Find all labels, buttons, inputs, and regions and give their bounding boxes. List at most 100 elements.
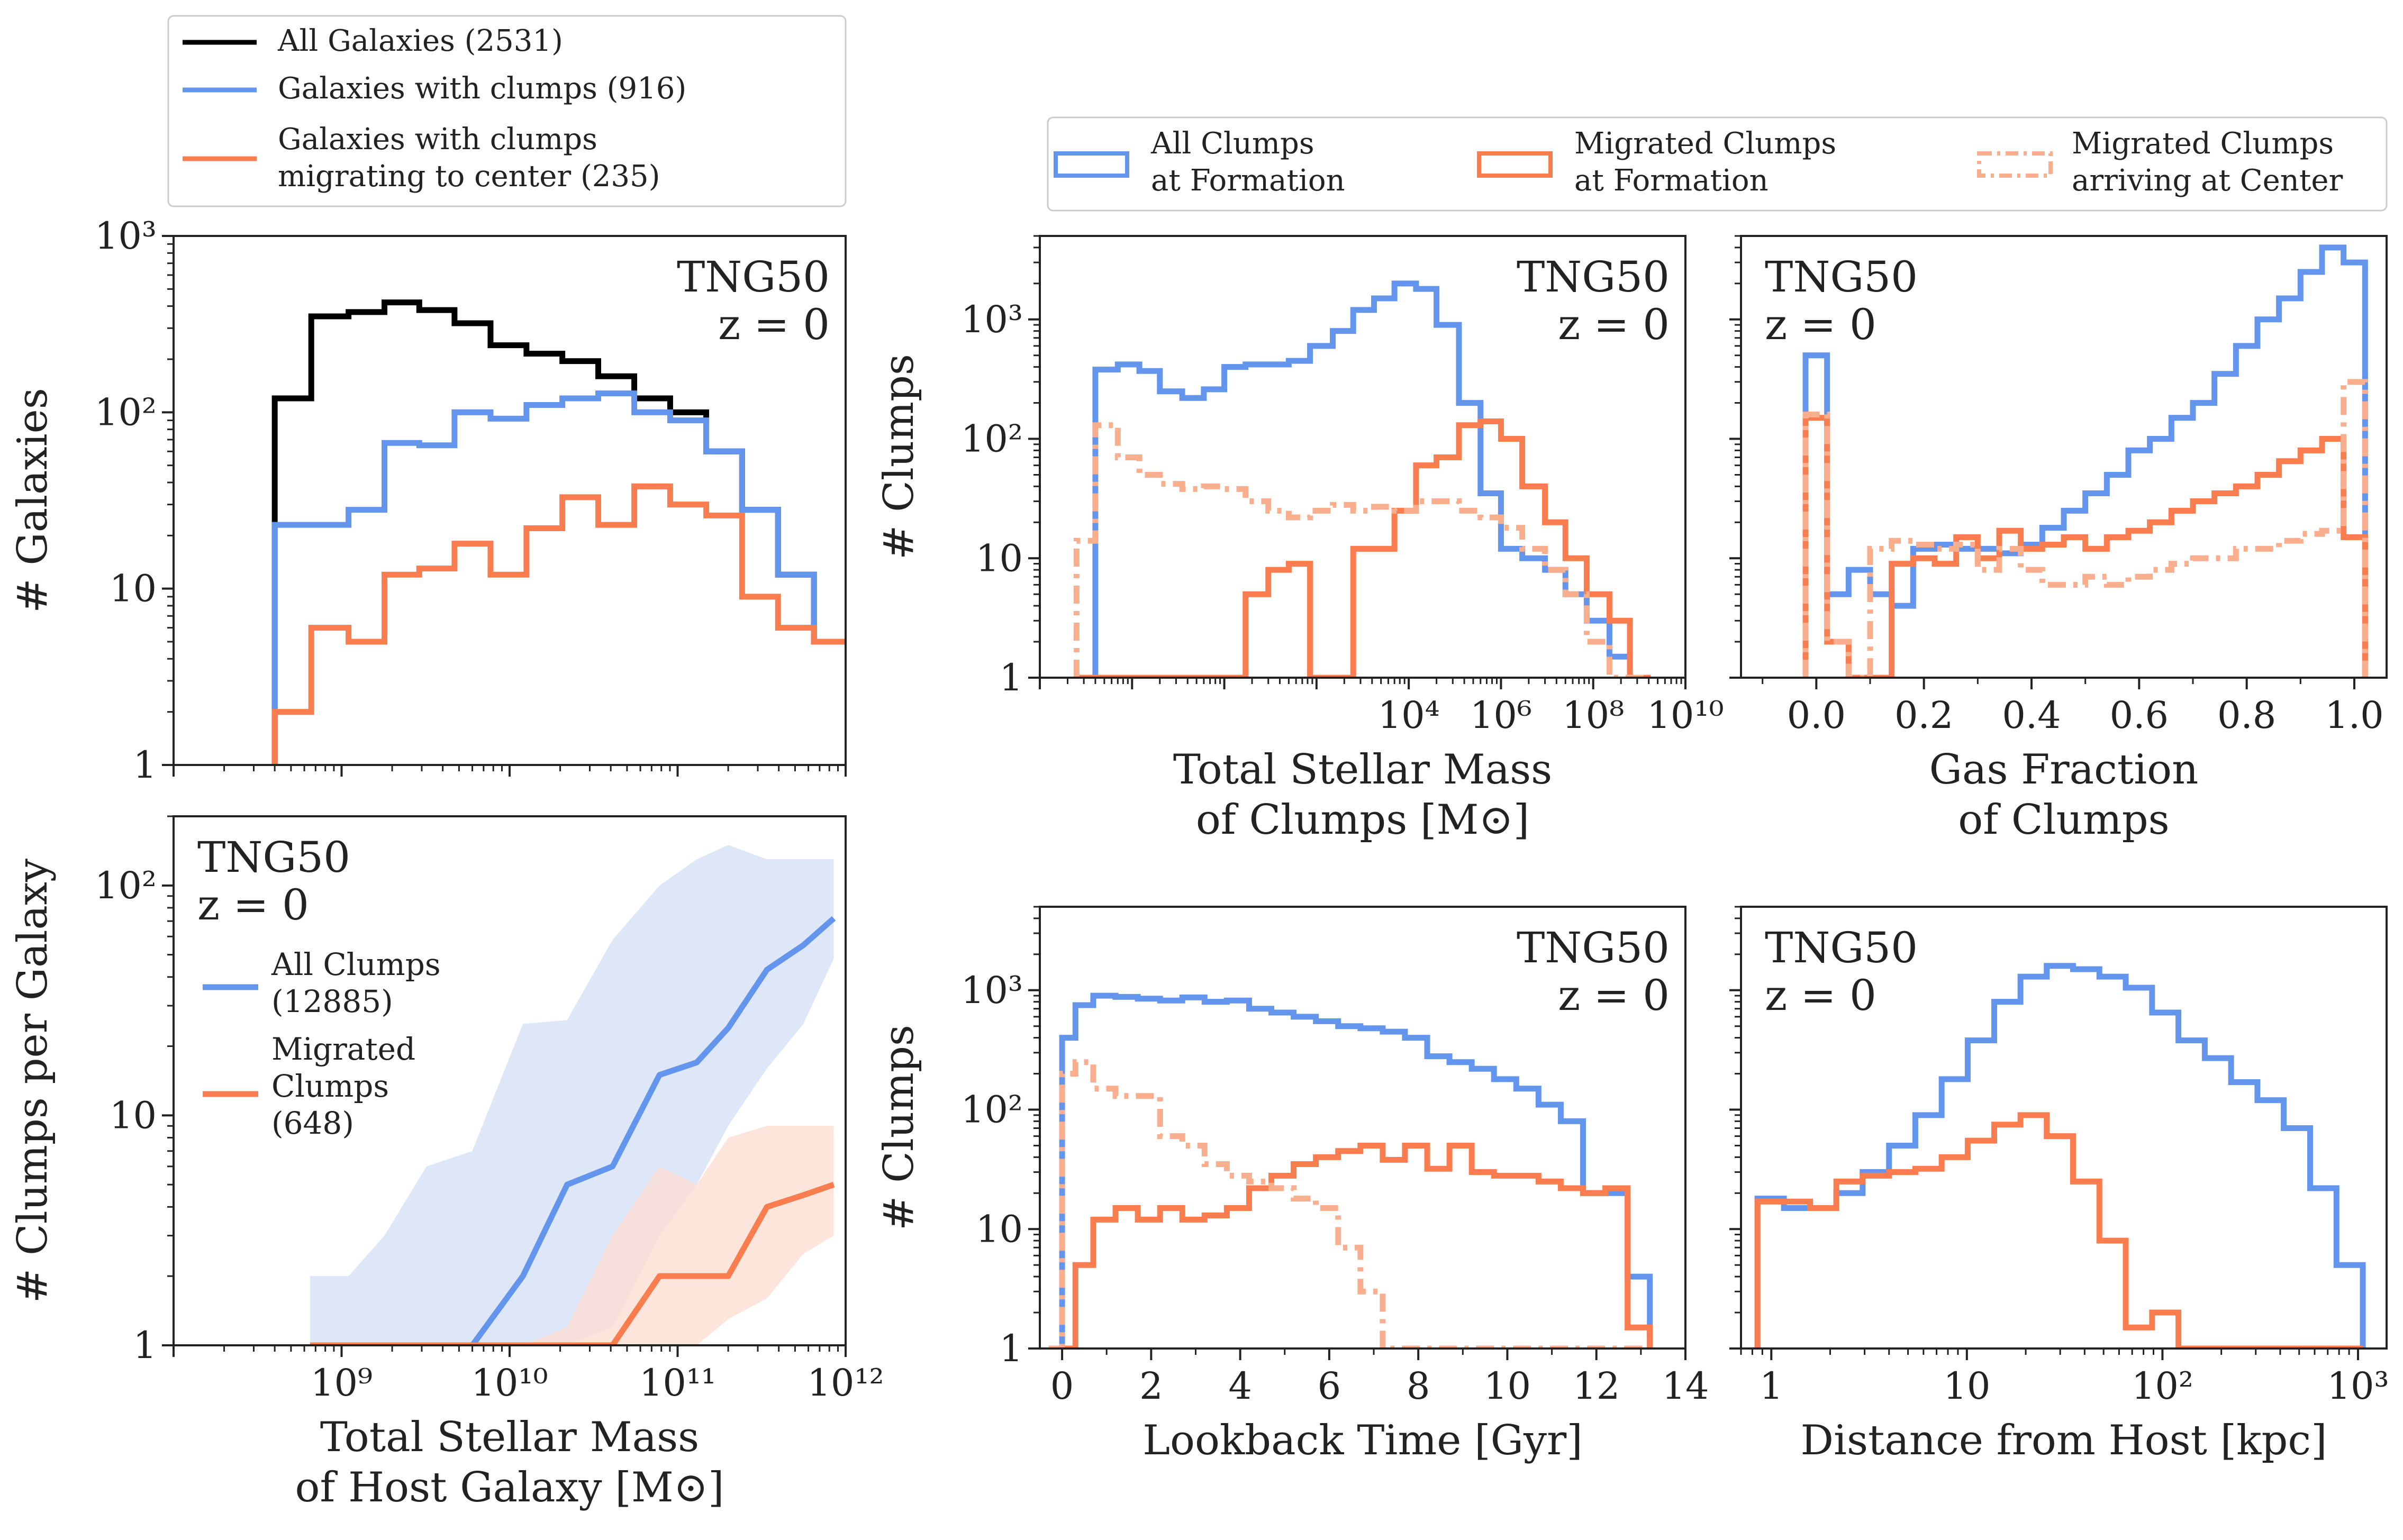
histogram-all-clumps-at-formation <box>1048 992 1653 1348</box>
y-tick-label: 10 <box>110 1094 157 1137</box>
y-tick-label: 1 <box>999 656 1023 699</box>
legend-label: (12885) <box>271 983 393 1019</box>
y-tick-label: 10 <box>976 536 1023 580</box>
clumps-legend: All Clumps at Formation Migrated Clumps … <box>1047 116 2388 212</box>
x-tick-label: 0.0 <box>1787 694 1846 737</box>
x-tick-label: 0 <box>1050 1364 1074 1408</box>
y-axis-label: # Clumps <box>875 354 923 560</box>
histogram-all-clumps-at-formation <box>1754 963 2366 1348</box>
legend-label-all-clumps-2: at Formation <box>1151 163 1345 198</box>
x-tick-label: 10⁶ <box>1470 694 1532 737</box>
annotation-sim: TNG50 <box>197 833 350 882</box>
x-tick-label: 10⁹ <box>311 1361 373 1405</box>
galaxies-legend: All Galaxies (2531) Galaxies with clumps… <box>167 15 847 207</box>
legend-swatch-all-clumps <box>1054 151 1129 178</box>
annotation-redshift: z = 0 <box>1765 971 1876 1020</box>
y-tick-label: 1 <box>999 1327 1023 1370</box>
series-line-migrated-clumps <box>310 1182 835 1345</box>
x-axis-label: Lookback Time [Gyr] <box>1142 1417 1583 1464</box>
x-axis-label-2: of Host Galaxy [M⊙] <box>295 1464 724 1511</box>
x-tick-label: 8 <box>1407 1364 1430 1408</box>
x-tick-label: 10⁸ <box>1562 694 1624 737</box>
x-tick-label: 10¹⁰ <box>1647 694 1724 737</box>
y-axis-label: # Galaxies <box>9 388 57 613</box>
annotation-sim: TNG50 <box>1517 923 1670 972</box>
legend-swatch-migrated-formation <box>1477 151 1553 178</box>
x-axis-label: Gas Fraction <box>1929 746 2199 794</box>
legend-label-migrated-center-2: arriving at Center <box>2072 163 2343 198</box>
y-tick-label: 1 <box>133 1324 157 1367</box>
x-tick-label: 10¹¹ <box>639 1361 716 1405</box>
x-tick-label: 10¹² <box>807 1361 884 1405</box>
legend-swatch-migrated-center <box>1977 151 2053 178</box>
panel-clump-stellar-mass: 10⁴ 10⁶ 10⁸ 10¹⁰ 1 10 10² 10³ Total Stellar Mass… <box>875 235 1724 844</box>
panel-lookback-time: 0 2 4 6 8 10 12 14 1 10 10² 10³ Lookback Time [Gyr] #… <box>875 906 1709 1464</box>
legend-label-galaxies-migrating-2: migrating to center (235) <box>278 159 660 194</box>
y-tick-label: 10 <box>976 1207 1023 1251</box>
y-tick-label: 10³ <box>95 214 157 258</box>
x-tick-label: 4 <box>1228 1364 1252 1408</box>
y-axis-label: # Clumps <box>875 1025 923 1231</box>
x-axis-label: Distance from Host [kpc] <box>1801 1417 2327 1464</box>
x-tick-label: 2 <box>1139 1364 1163 1408</box>
annotation-redshift: z = 0 <box>718 300 830 349</box>
annotation-sim: TNG50 <box>677 252 830 302</box>
y-tick-label: 10² <box>961 417 1023 461</box>
histogram-migrated-clumps-at-formation <box>1076 418 1651 678</box>
x-axis-label-2: of Clumps <box>1958 796 2169 844</box>
legend-label-galaxies-migrating-1: Galaxies with clumps <box>278 122 597 157</box>
x-tick-label: 10 <box>1484 1364 1531 1408</box>
histogram-galaxies-with-clumps-migrating-to-center-235 <box>271 483 846 765</box>
y-tick-label: 10³ <box>961 298 1023 341</box>
x-axis-label: Total Stellar Mass <box>1173 746 1552 794</box>
x-axis-label-2: of Clumps [M⊙] <box>1196 796 1529 844</box>
legend-label-all-galaxies: All Galaxies (2531) <box>277 24 563 58</box>
annotation-redshift: z = 0 <box>1558 300 1670 349</box>
band-migrated-clumps <box>310 1126 834 1345</box>
histogram-migrated-clumps-arriving-at-center <box>1073 422 1651 678</box>
x-tick-label: 10² <box>2132 1364 2193 1408</box>
legend-label: Migrated <box>271 1031 415 1067</box>
x-tick-label: 0.6 <box>2110 694 2169 737</box>
legend-label-migrated-formation-1: Migrated Clumps <box>1574 126 1836 161</box>
histogram-migrated-clumps-arriving-at-center <box>1048 1059 1650 1348</box>
x-axis-label: Total Stellar Mass <box>320 1414 699 1461</box>
x-tick-label: 0.2 <box>1894 694 1953 737</box>
series-line-all-clumps <box>310 916 836 1345</box>
x-tick-label: 0.8 <box>2217 694 2276 737</box>
legend-label: (648) <box>271 1105 354 1141</box>
histogram-migrated-clumps-at-formation <box>1802 415 2368 678</box>
legend-label: Clumps <box>271 1068 389 1104</box>
histogram-all-galaxies-2531 <box>271 299 846 765</box>
x-tick-label: 10 <box>1943 1364 1990 1408</box>
legend-label-all-clumps-1: All Clumps <box>1150 126 1314 161</box>
y-tick-label: 10² <box>95 390 157 434</box>
panel-clumps-per-galaxy: 10⁹ 10¹⁰ 10¹¹ 10¹² 1 10 10² Total Stellar Masso… <box>9 815 884 1511</box>
x-tick-label: 12 <box>1573 1364 1620 1408</box>
y-tick-label: 10³ <box>961 969 1023 1012</box>
histogram-migrated-clumps-at-formation <box>1754 1112 2363 1348</box>
x-tick-label: 14 <box>1662 1364 1709 1408</box>
y-axis-label: # Clumps per Galaxy <box>9 859 57 1303</box>
y-tick-label: 10 <box>110 567 157 610</box>
band-all-clumps <box>310 845 834 1345</box>
x-tick-label: 10³ <box>2327 1364 2389 1408</box>
annotation-redshift: z = 0 <box>1558 971 1670 1020</box>
legend-label-migrated-center-1: Migrated Clumps <box>2072 126 2334 161</box>
y-tick-label: 10² <box>95 864 157 907</box>
annotation-redshift: z = 0 <box>1765 300 1876 349</box>
histogram-migrated-clumps-arriving-at-center <box>1802 379 2368 678</box>
annotation-sim: TNG50 <box>1765 252 1918 302</box>
y-tick-label: 1 <box>133 743 157 787</box>
histogram-migrated-clumps-at-formation <box>1048 1142 1653 1348</box>
x-tick-label: 10¹⁰ <box>471 1361 548 1405</box>
histogram-galaxies-with-clumps-916 <box>271 390 846 765</box>
legend-label: All Clumps <box>271 946 441 982</box>
x-tick-label: 0.4 <box>2002 694 2061 737</box>
annotation-sim: TNG50 <box>1517 252 1670 302</box>
legend-label-migrated-formation-2: at Formation <box>1574 163 1769 198</box>
annotation-sim: TNG50 <box>1765 923 1918 972</box>
x-tick-label: 6 <box>1318 1364 1341 1408</box>
